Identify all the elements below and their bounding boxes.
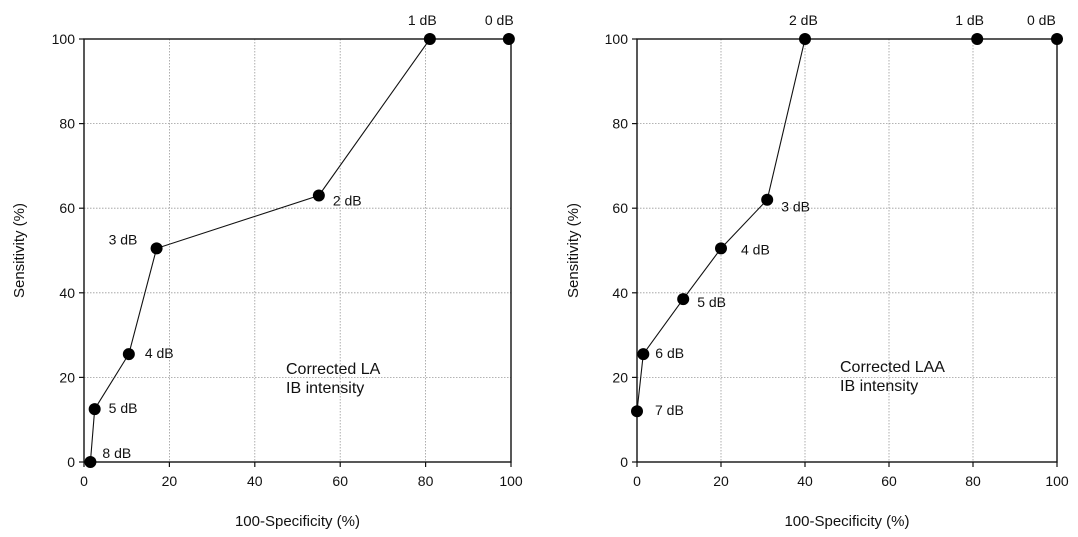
data-point bbox=[971, 33, 984, 45]
y-tick-label: 100 bbox=[52, 31, 76, 47]
y-tick-label: 60 bbox=[59, 200, 75, 216]
y-tick-label: 20 bbox=[59, 369, 75, 385]
plot-frame bbox=[83, 38, 512, 463]
chart-annotation: Corrected LAA bbox=[840, 359, 945, 376]
data-point bbox=[761, 193, 774, 206]
x-tick-label: 100 bbox=[1045, 473, 1069, 489]
data-point-label: 2 dB bbox=[333, 193, 362, 209]
data-point-label: 4 dB bbox=[741, 241, 770, 257]
data-point-label: 7 dB bbox=[655, 402, 684, 418]
data-point-label: 5 dB bbox=[109, 400, 138, 416]
data-point-label: 3 dB bbox=[781, 199, 810, 215]
data-point-label: 0 dB bbox=[1027, 12, 1056, 28]
data-point bbox=[715, 242, 727, 255]
y-tick-label: 40 bbox=[59, 285, 75, 301]
data-point-label: 3 dB bbox=[109, 231, 138, 247]
chart-annotation: IB intensity bbox=[840, 378, 918, 395]
x-tick-label: 0 bbox=[633, 473, 641, 489]
data-point bbox=[631, 405, 643, 418]
data-point-label: 5 dB bbox=[697, 294, 726, 310]
data-point bbox=[1051, 33, 1063, 45]
x-tick-label: 20 bbox=[162, 473, 178, 489]
roc-curve bbox=[636, 38, 1057, 412]
data-point bbox=[677, 293, 690, 306]
data-point bbox=[637, 348, 650, 361]
data-point-label: 8 dB bbox=[102, 445, 131, 461]
y-tick-label: 0 bbox=[620, 454, 628, 470]
x-axis-label: 100-Specificity (%) bbox=[784, 513, 909, 530]
data-point-label: 0 dB bbox=[485, 12, 514, 28]
data-point-label: 6 dB bbox=[655, 345, 684, 361]
chart-annotation: Corrected LA bbox=[286, 361, 381, 378]
data-point bbox=[150, 242, 163, 255]
y-tick-label: 100 bbox=[605, 31, 629, 47]
x-tick-label: 100 bbox=[499, 473, 523, 489]
y-tick-label: 80 bbox=[59, 116, 75, 132]
x-axis-label: 100-Specificity (%) bbox=[235, 513, 360, 530]
y-tick-label: 40 bbox=[612, 285, 628, 301]
data-point-label: 4 dB bbox=[145, 345, 174, 361]
data-point-label: 2 dB bbox=[789, 12, 818, 28]
data-point bbox=[423, 33, 436, 45]
y-tick-label: 80 bbox=[612, 116, 628, 132]
x-tick-label: 60 bbox=[332, 473, 348, 489]
data-point bbox=[312, 189, 325, 202]
x-tick-label: 40 bbox=[797, 473, 813, 489]
y-axis-label: Sensitivity (%) bbox=[565, 203, 582, 298]
x-tick-label: 0 bbox=[80, 473, 88, 489]
y-tick-label: 20 bbox=[612, 369, 628, 385]
data-point-label: 1 dB bbox=[955, 12, 984, 28]
plot-frame bbox=[636, 38, 1058, 463]
y-tick-label: 60 bbox=[612, 200, 628, 216]
data-point bbox=[88, 403, 101, 416]
y-axis-label: Sensitivity (%) bbox=[11, 203, 28, 298]
data-point-label: 1 dB bbox=[408, 12, 437, 28]
data-point bbox=[84, 456, 97, 468]
x-tick-label: 80 bbox=[418, 473, 434, 489]
x-tick-label: 40 bbox=[247, 473, 263, 489]
data-point bbox=[502, 33, 515, 45]
roc-chart-laa: 0 20 40 60 80 100 0 20 40 60 80 100 100-Specificity … bbox=[565, 12, 1069, 530]
chart-annotation: IB intensity bbox=[286, 380, 364, 397]
x-tick-label: 80 bbox=[965, 473, 981, 489]
x-tick-label: 20 bbox=[713, 473, 729, 489]
data-point bbox=[799, 33, 811, 45]
roc-chart-la: 0 20 40 60 80 100 0 20 40 60 80 100 100-Specificity … bbox=[11, 12, 523, 530]
x-tick-label: 60 bbox=[881, 473, 897, 489]
data-point bbox=[122, 348, 135, 361]
y-tick-label: 0 bbox=[67, 454, 75, 470]
